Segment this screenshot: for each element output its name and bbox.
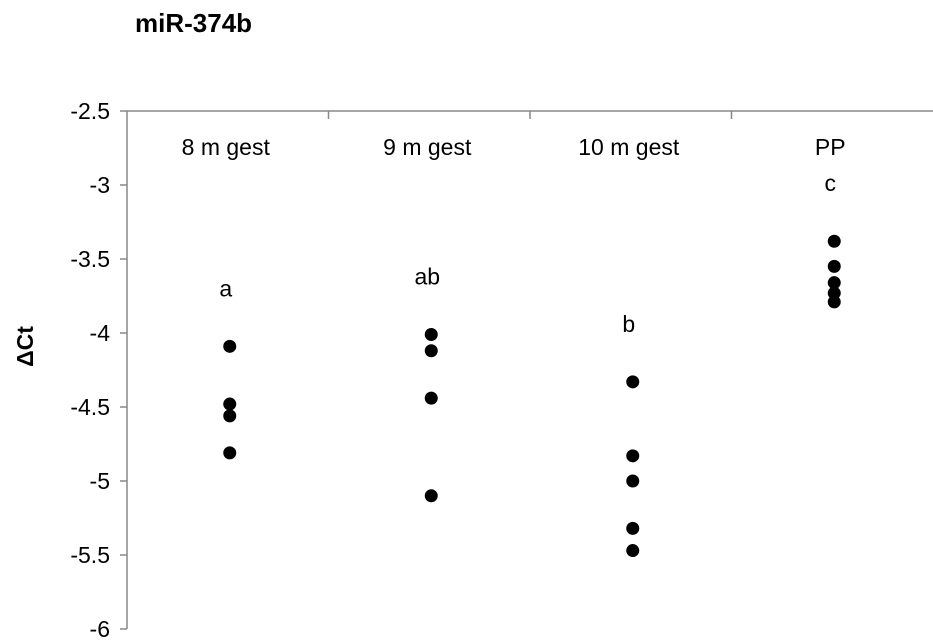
y-tick-label: -4 [90,320,111,346]
y-tick-label: -3 [90,172,110,198]
category-label: 9 m gest [383,134,472,160]
significance-letter: a [219,275,232,301]
data-point [626,474,640,488]
data-point [827,259,841,273]
data-point [223,409,237,423]
data-point [626,521,640,535]
data-point [223,397,237,411]
significance-letters: a ab b c [219,170,836,337]
y-tick-label: -5 [90,468,110,494]
category-labels: 8 m gest 9 m gest 10 m gest PP [182,134,846,160]
y-tick-label: -3.5 [70,246,110,272]
data-point [424,391,438,405]
significance-letter: ab [414,263,440,289]
category-label: 8 m gest [182,134,271,160]
y-tick-label: -6 [90,616,110,640]
data-point [424,344,438,358]
category-label: PP [815,134,846,160]
category-label: 10 m gest [578,134,680,160]
data-point [827,295,841,309]
data-point [424,327,438,341]
data-point [827,234,841,248]
chart-title: miR-374b [135,8,253,38]
data-point [827,286,841,300]
y-tick-label: -4.5 [70,394,110,420]
data-point [223,339,237,353]
data-point [827,276,841,290]
significance-letter: b [622,311,635,337]
data-point [626,449,640,463]
data-points [223,234,841,558]
axes [126,110,933,629]
data-point [223,446,237,460]
data-point [626,544,640,558]
significance-letter: c [825,170,837,196]
data-point [424,489,438,503]
y-tick-label: -2.5 [70,98,110,124]
y-ticks: -2.5 -3 -3.5 -4 -4.5 -5 -5.5 -6 [70,98,127,640]
data-point [626,375,640,389]
y-tick-label: -5.5 [70,542,110,568]
